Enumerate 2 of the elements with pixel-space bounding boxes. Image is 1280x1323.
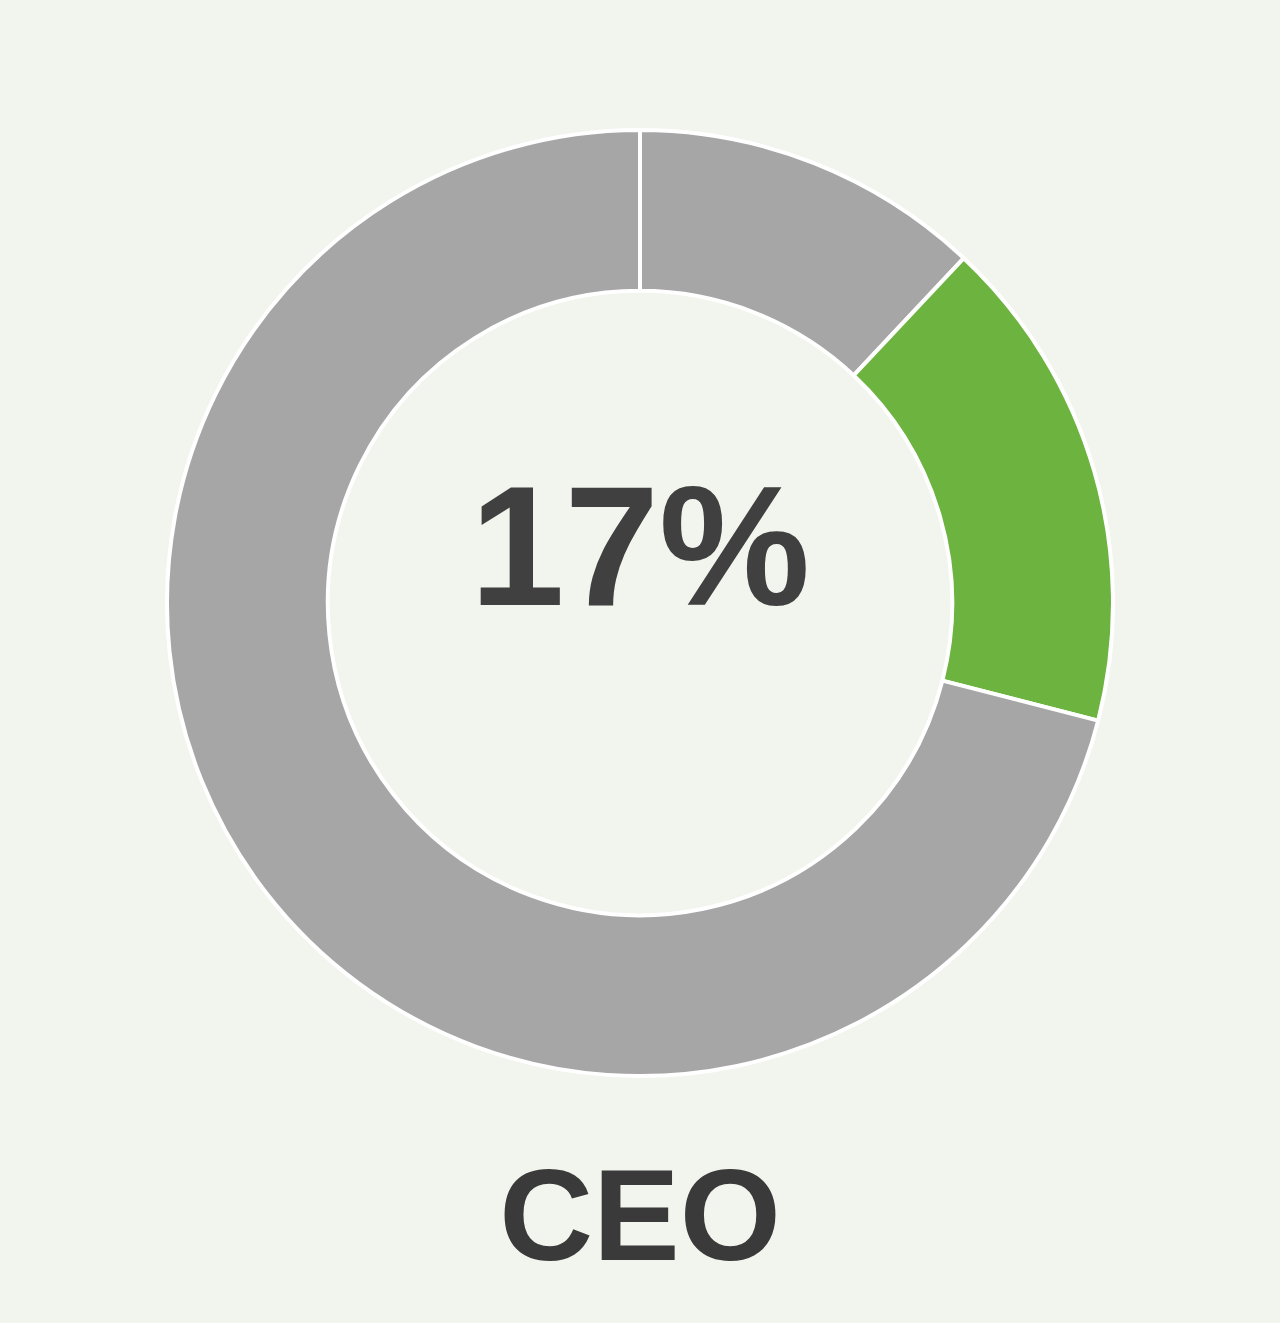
- text: CEO: [498, 1141, 782, 1290]
- text: 17%: [469, 450, 811, 641]
